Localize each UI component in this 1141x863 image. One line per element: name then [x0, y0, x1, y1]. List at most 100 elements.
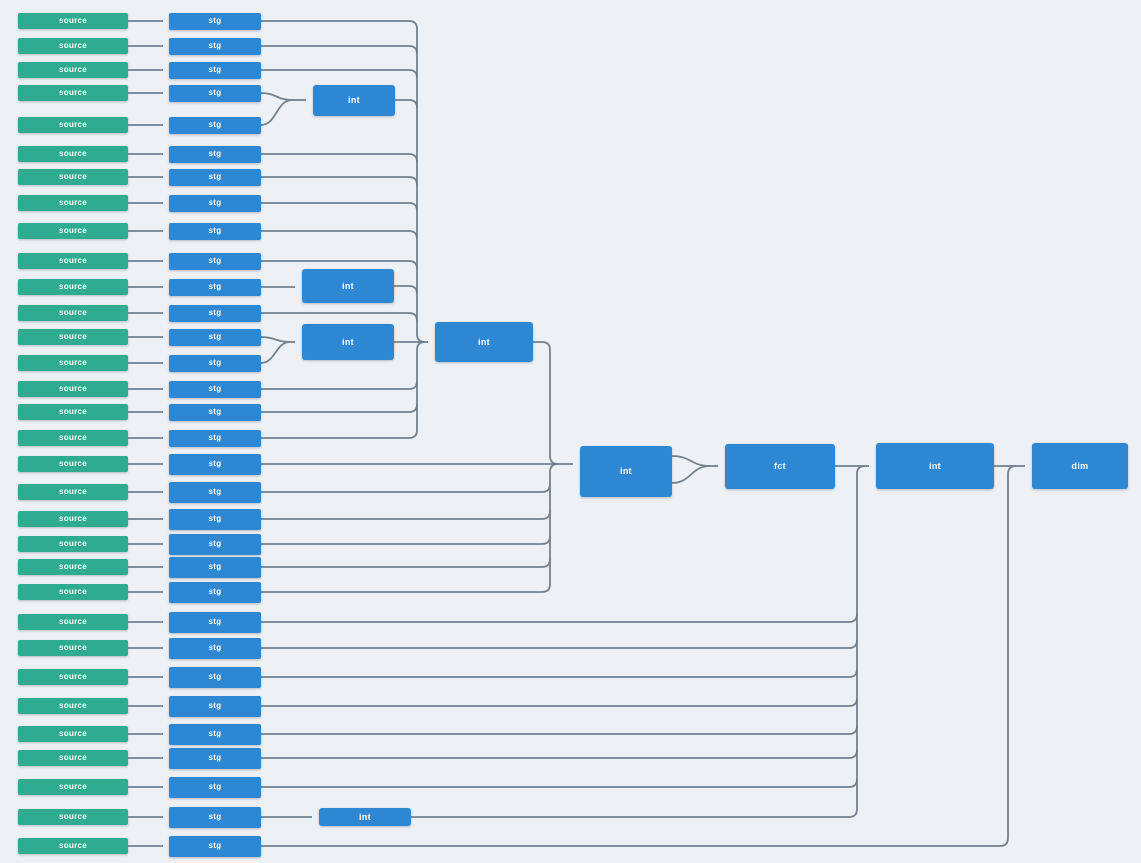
stg-node-4[interactable]: stg: [169, 84, 261, 102]
node-label: stg: [208, 782, 222, 791]
source-node-1[interactable]: source: [18, 13, 128, 29]
source-node-31[interactable]: source: [18, 809, 128, 825]
stg-node-24[interactable]: stg: [169, 611, 261, 633]
source-node-25[interactable]: source: [18, 640, 128, 656]
node-label: source: [58, 782, 88, 791]
stg-node-2[interactable]: stg: [169, 37, 261, 55]
stg-node-18[interactable]: stg: [169, 453, 261, 475]
source-node-12[interactable]: source: [18, 305, 128, 321]
source-node-29[interactable]: source: [18, 750, 128, 766]
stg-node-9[interactable]: stg: [169, 222, 261, 240]
source-node-23[interactable]: source: [18, 584, 128, 600]
edge: [416, 29, 426, 343]
node-label: stg: [208, 282, 222, 291]
source-node-32[interactable]: source: [18, 838, 128, 854]
source-node-8[interactable]: source: [18, 195, 128, 211]
node-label: int: [348, 94, 360, 105]
source-node-13[interactable]: source: [18, 329, 128, 345]
int-7-node[interactable]: int: [319, 808, 411, 826]
node-label: source: [58, 539, 88, 548]
stg-node-28[interactable]: stg: [169, 723, 261, 745]
source-node-19[interactable]: source: [18, 484, 128, 500]
edge: [261, 639, 858, 649]
source-node-18[interactable]: source: [18, 456, 128, 472]
stg-node-10[interactable]: stg: [169, 252, 261, 270]
source-node-16[interactable]: source: [18, 404, 128, 420]
node-label: fct: [774, 460, 786, 471]
stg-node-31[interactable]: stg: [169, 806, 261, 828]
node-label: source: [58, 643, 88, 652]
stg-node-17[interactable]: stg: [169, 429, 261, 447]
stg-node-11[interactable]: stg: [169, 278, 261, 296]
dim-1-node[interactable]: dim: [1032, 443, 1128, 489]
stg-node-21[interactable]: stg: [169, 533, 261, 555]
edge: [261, 725, 858, 735]
stg-node-26[interactable]: stg: [169, 666, 261, 688]
stg-node-15[interactable]: stg: [169, 380, 261, 398]
node-label: stg: [208, 487, 222, 496]
node-label: source: [58, 729, 88, 738]
node-label: source: [58, 332, 88, 341]
stg-node-12[interactable]: stg: [169, 304, 261, 322]
edge: [1007, 465, 1017, 838]
stg-node-23[interactable]: stg: [169, 581, 261, 603]
stg-node-30[interactable]: stg: [169, 776, 261, 798]
source-node-21[interactable]: source: [18, 536, 128, 552]
node-label: source: [58, 841, 88, 850]
stg-node-7[interactable]: stg: [169, 168, 261, 186]
stg-node-6[interactable]: stg: [169, 145, 261, 163]
source-node-15[interactable]: source: [18, 381, 128, 397]
stg-node-29[interactable]: stg: [169, 747, 261, 769]
source-node-20[interactable]: source: [18, 511, 128, 527]
edge: [261, 837, 1009, 847]
source-node-3[interactable]: source: [18, 62, 128, 78]
stg-node-19[interactable]: stg: [169, 481, 261, 503]
stg-node-3[interactable]: stg: [169, 61, 261, 79]
edge: [260, 92, 293, 101]
int-1-node[interactable]: int: [313, 84, 395, 116]
source-node-2[interactable]: source: [18, 38, 128, 54]
source-node-5[interactable]: source: [18, 117, 128, 133]
fct-1-node[interactable]: fct: [725, 443, 835, 489]
node-label: stg: [208, 841, 222, 850]
stg-node-16[interactable]: stg: [169, 403, 261, 421]
stg-node-8[interactable]: stg: [169, 194, 261, 212]
stg-node-32[interactable]: stg: [169, 835, 261, 857]
source-node-28[interactable]: source: [18, 726, 128, 742]
source-node-4[interactable]: source: [18, 85, 128, 101]
stg-node-13[interactable]: stg: [169, 328, 261, 346]
node-label: stg: [208, 308, 222, 317]
int-2-node[interactable]: int: [302, 269, 394, 303]
source-node-6[interactable]: source: [18, 146, 128, 162]
stg-node-5[interactable]: stg: [169, 116, 261, 134]
source-node-10[interactable]: source: [18, 253, 128, 269]
source-node-7[interactable]: source: [18, 169, 128, 185]
source-node-27[interactable]: source: [18, 698, 128, 714]
source-node-11[interactable]: source: [18, 279, 128, 295]
edge: [671, 455, 711, 467]
stg-node-20[interactable]: stg: [169, 508, 261, 530]
source-node-17[interactable]: source: [18, 430, 128, 446]
source-node-22[interactable]: source: [18, 559, 128, 575]
source-node-24[interactable]: source: [18, 614, 128, 630]
stg-node-22[interactable]: stg: [169, 556, 261, 578]
source-node-30[interactable]: source: [18, 779, 128, 795]
int-3-node[interactable]: int: [302, 324, 394, 360]
node-label: stg: [208, 149, 222, 158]
stg-node-14[interactable]: stg: [169, 354, 261, 372]
node-label: stg: [208, 617, 222, 626]
source-node-9[interactable]: source: [18, 223, 128, 239]
source-node-26[interactable]: source: [18, 669, 128, 685]
node-label: stg: [208, 120, 222, 129]
stg-node-27[interactable]: stg: [169, 695, 261, 717]
int-5-node[interactable]: int: [580, 445, 672, 497]
int-4-node[interactable]: int: [435, 322, 533, 362]
edge: [261, 697, 858, 707]
node-label: source: [58, 672, 88, 681]
stg-node-1[interactable]: stg: [169, 12, 261, 30]
stg-node-25[interactable]: stg: [169, 637, 261, 659]
source-node-14[interactable]: source: [18, 355, 128, 371]
int-6-node[interactable]: int: [876, 443, 994, 489]
node-label: source: [58, 198, 88, 207]
